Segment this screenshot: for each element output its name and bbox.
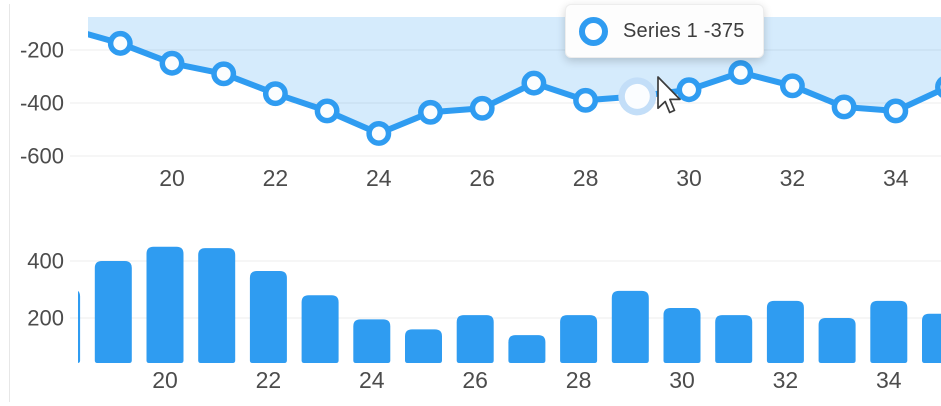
data-point[interactable]: [418, 99, 443, 125]
data-point[interactable]: [469, 95, 495, 121]
panel-left-border: [9, 4, 10, 402]
bar[interactable]: [766, 300, 804, 363]
x-axis-tick-label: 24: [366, 165, 392, 191]
y-axis-tick-label: -600: [20, 144, 64, 169]
bar[interactable]: [456, 315, 494, 363]
bar[interactable]: [611, 290, 649, 363]
data-point[interactable]: [935, 76, 941, 98]
bar[interactable]: [663, 308, 701, 363]
x-axis-tick-label: 34: [876, 367, 902, 393]
x-axis-tick-label: 22: [263, 165, 289, 191]
data-point[interactable]: [676, 77, 702, 103]
data-point[interactable]: [211, 61, 237, 87]
bar[interactable]: [560, 315, 598, 363]
bar[interactable]: [249, 270, 287, 363]
bar[interactable]: [43, 290, 81, 364]
x-axis-tick-label: 28: [566, 367, 592, 393]
x-axis-tick-label: 20: [152, 367, 178, 393]
x-axis-tick-label: 26: [469, 165, 495, 191]
hovered-data-point[interactable]: [624, 83, 650, 109]
data-point[interactable]: [883, 98, 909, 124]
bar[interactable]: [922, 313, 941, 363]
data-point[interactable]: [366, 121, 392, 146]
x-axis-tick-label: 20: [159, 165, 185, 191]
x-axis-tick-label: 30: [669, 367, 695, 393]
x-axis-tick-label: 26: [462, 367, 488, 393]
bar[interactable]: [405, 329, 442, 363]
x-axis-tick-label: 32: [773, 367, 799, 393]
tooltip-text: Series 1 -375: [623, 19, 745, 42]
data-point[interactable]: [831, 94, 857, 120]
data-point[interactable]: [779, 73, 805, 99]
bar[interactable]: [353, 319, 391, 363]
bar[interactable]: [94, 261, 132, 363]
data-point[interactable]: [159, 50, 185, 76]
bar[interactable]: [301, 295, 339, 363]
data-point[interactable]: [314, 98, 340, 124]
data-point[interactable]: [573, 87, 599, 113]
bar[interactable]: [715, 315, 753, 363]
series-area-fill: [88, 17, 941, 134]
y-axis-tick-label: -200: [20, 38, 64, 63]
bar[interactable]: [508, 335, 546, 363]
series-marker-icon: [579, 16, 608, 46]
data-point[interactable]: [262, 81, 288, 107]
bar[interactable]: [198, 248, 236, 363]
bar[interactable]: [146, 246, 184, 363]
y-axis-tick-label: -400: [20, 91, 64, 116]
x-axis-tick-label: 34: [883, 165, 909, 191]
data-point[interactable]: [107, 30, 133, 56]
bar[interactable]: [870, 300, 908, 363]
bar[interactable]: [818, 318, 856, 363]
chart-tooltip: Series 1 -375: [565, 4, 764, 58]
y-axis-tick-label: 200: [27, 306, 64, 331]
data-point[interactable]: [728, 60, 754, 85]
x-axis-tick-label: 30: [676, 165, 702, 191]
x-axis-tick-label: 22: [256, 367, 282, 393]
data-point[interactable]: [521, 70, 547, 96]
y-axis-tick-label: 400: [27, 249, 64, 274]
x-axis-tick-label: 24: [359, 367, 385, 393]
x-axis-tick-label: 32: [780, 165, 806, 191]
data-point[interactable]: [59, 19, 78, 38]
x-axis-tick-label: 28: [573, 165, 599, 191]
